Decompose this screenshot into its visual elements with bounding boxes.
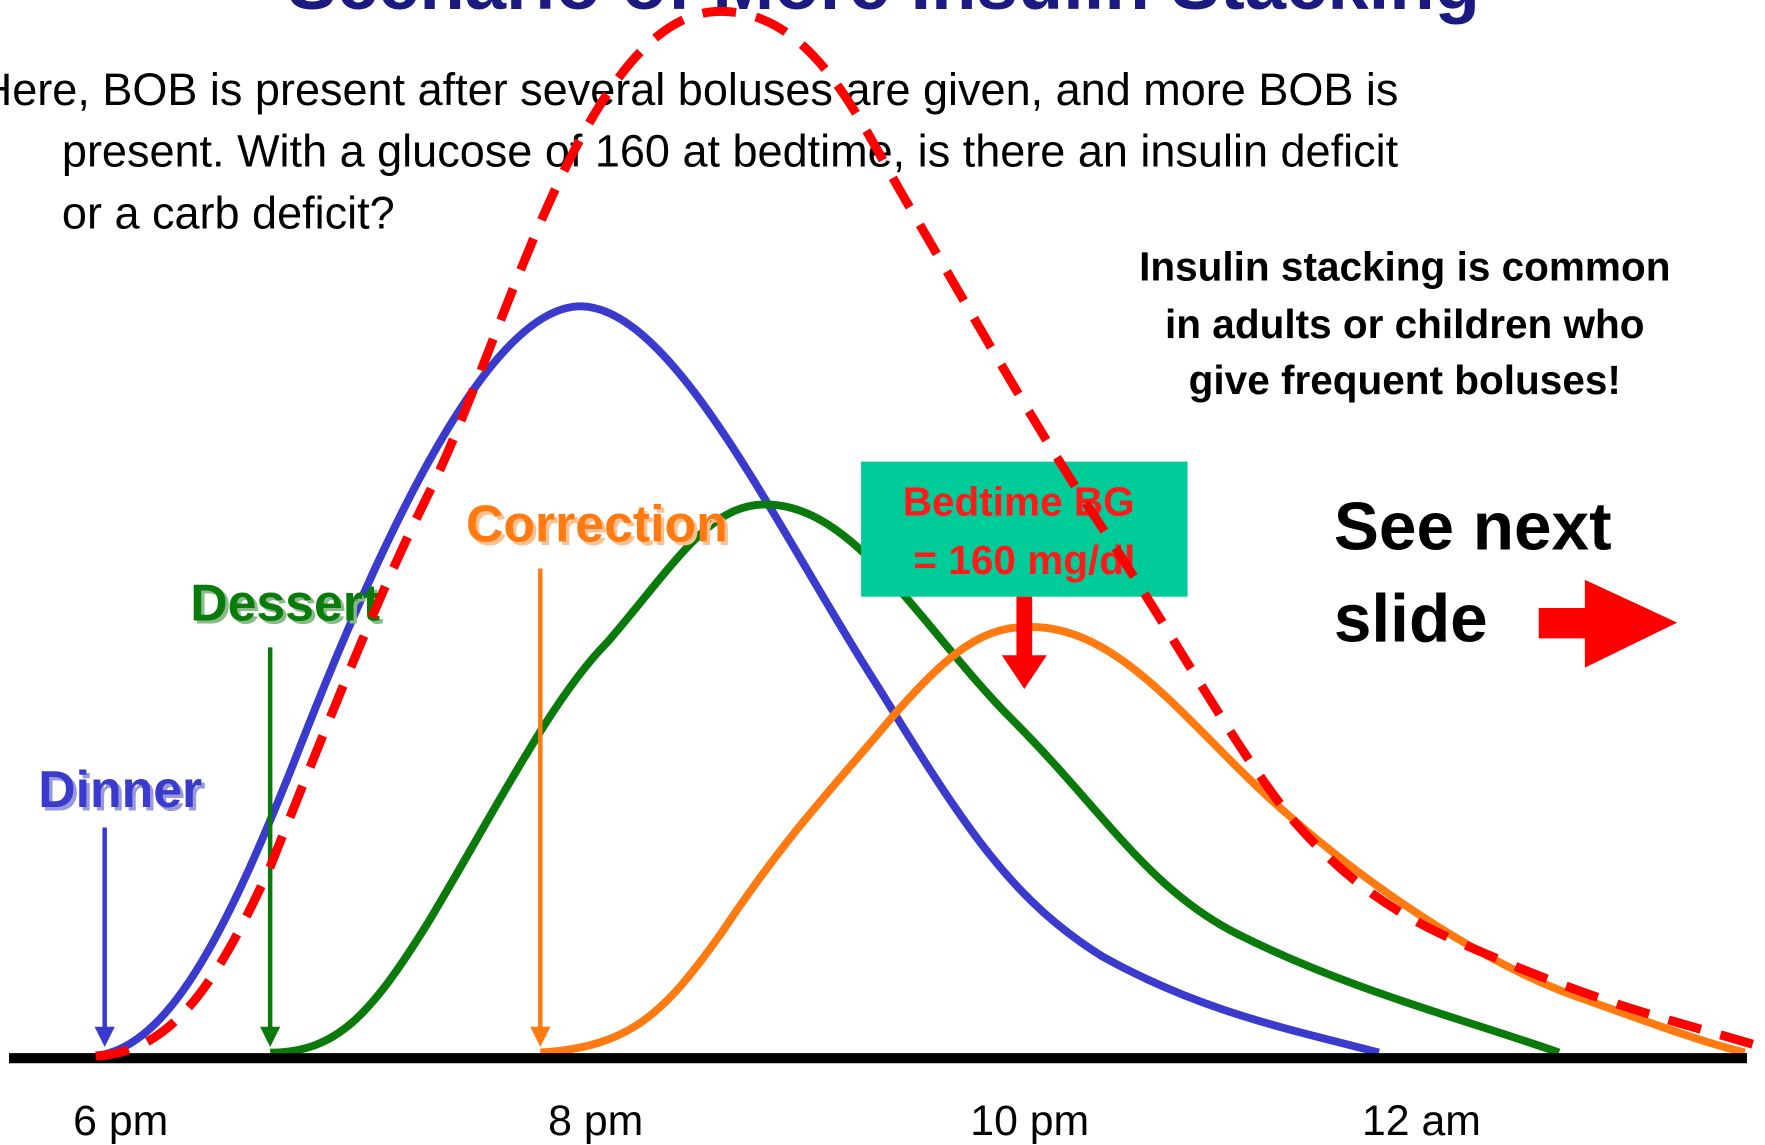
- dessert-label: Dessert: [190, 573, 380, 631]
- callout-line: give frequent boluses!: [1189, 357, 1621, 403]
- correction-curve: [540, 622, 1746, 1057]
- time-label: 12 am: [1362, 1097, 1481, 1145]
- paragraph: Here, BOB is present after several bolus…: [0, 64, 1399, 239]
- next-line: See next: [1334, 489, 1612, 564]
- callout-line: in adults or children who: [1165, 301, 1644, 347]
- next-text: See next slide: [1334, 489, 1612, 656]
- dinner-curve: [95, 302, 1380, 1060]
- time-label: 6 pm: [73, 1097, 168, 1145]
- paragraph-line: present. With a glucose of 160 at bedtim…: [62, 126, 1399, 177]
- callout-line: Insulin stacking is common: [1139, 243, 1670, 289]
- dinner-arrow: [94, 827, 115, 1047]
- time-label: 8 pm: [548, 1097, 643, 1145]
- bedtime-line: = 160 mg/dl: [913, 537, 1135, 583]
- title: Scenario of More Insulin Stacking: [287, 0, 1480, 25]
- dessert-curve: [270, 500, 1561, 1057]
- bedtime-arrow: [1001, 596, 1047, 690]
- bedtime-text: Bedtime BG = 160 mg/dl: [903, 479, 1135, 584]
- label-shadow: Correction: [469, 498, 731, 556]
- time-label: 10 pm: [970, 1097, 1089, 1145]
- next-arrow[interactable]: [1538, 579, 1678, 668]
- total-curve: [95, 6, 1763, 1061]
- label-shadow: Dinner: [42, 764, 206, 822]
- time-labels: 6 pm 8 pm 10 pm 12 am: [73, 1097, 1481, 1145]
- correction-label: Correction: [466, 495, 728, 553]
- paragraph-line: or a carb deficit?: [62, 188, 395, 239]
- paragraph-line: Here, BOB is present after several bolus…: [0, 64, 1398, 115]
- label-shadow: Dessert: [194, 577, 384, 635]
- dinner-label: Dinner: [38, 760, 202, 818]
- next-line: slide: [1334, 582, 1488, 657]
- dessert-arrow: [260, 647, 281, 1047]
- correction-arrow: [530, 568, 551, 1047]
- callout: Insulin stacking is common in adults or …: [1139, 243, 1670, 403]
